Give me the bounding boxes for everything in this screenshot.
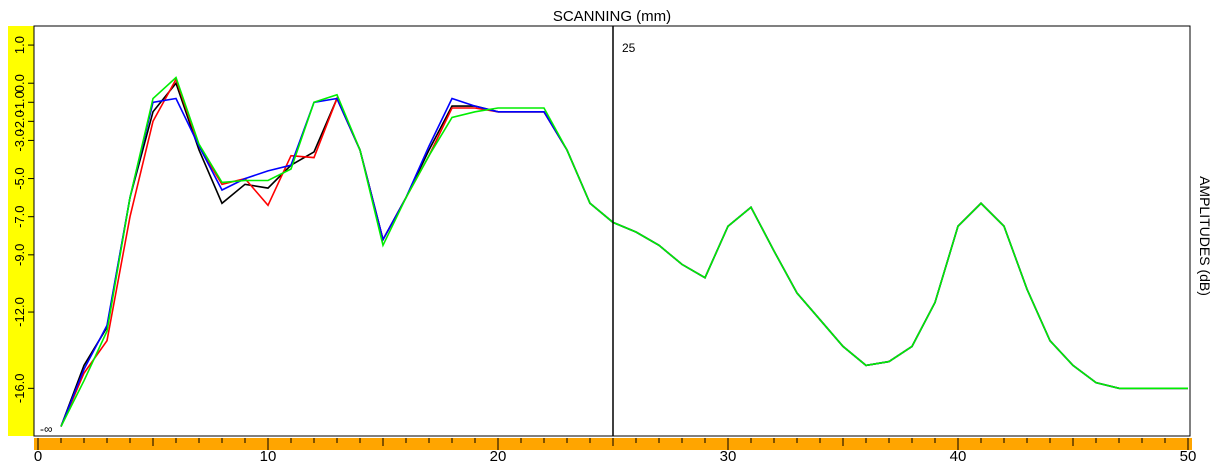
y-tick-label: -2.0 [12, 110, 27, 132]
y-tick-label: -16.0 [12, 373, 27, 403]
y-tick-label: -1.0 [12, 91, 27, 113]
x-tick-label: 50 [1180, 448, 1197, 464]
y-floor-label: -∞ [40, 422, 53, 436]
x-tick-label: 20 [490, 448, 507, 464]
x-tick-label: 40 [950, 448, 967, 464]
y-tick-label: 1.0 [12, 36, 27, 54]
y-tick-label: -3.0 [12, 129, 27, 151]
y-axis-ticks: 1.0 0.0-1.0-2.0-3.0 -5.0 -7.0 -9.0 -12.0 -16.0 [12, 36, 34, 403]
series-layer [60, 76, 1188, 427]
x-axis-ticks: 0 10 20 30 40 50 [34, 438, 1197, 464]
x-tick-label: 30 [720, 448, 737, 464]
y-tick-label: -9.0 [12, 244, 27, 266]
series-line-4 [60, 76, 1188, 427]
y-tick-label: -7.0 [12, 205, 27, 227]
x-tick-label: 0 [34, 448, 42, 464]
y-axis-label: AMPLITUDES (dB) [1197, 176, 1213, 296]
x-tick-label: 10 [260, 448, 277, 464]
plot-area [33, 25, 1191, 437]
y-tick-label: -12.0 [12, 297, 27, 327]
y-tick-label: 0.0 [12, 74, 27, 92]
cursor-label: 25 [622, 41, 636, 55]
y-tick-label: -5.0 [12, 167, 27, 189]
y-axis-bar [8, 26, 34, 436]
chart-title: SCANNING (mm) [553, 8, 671, 25]
